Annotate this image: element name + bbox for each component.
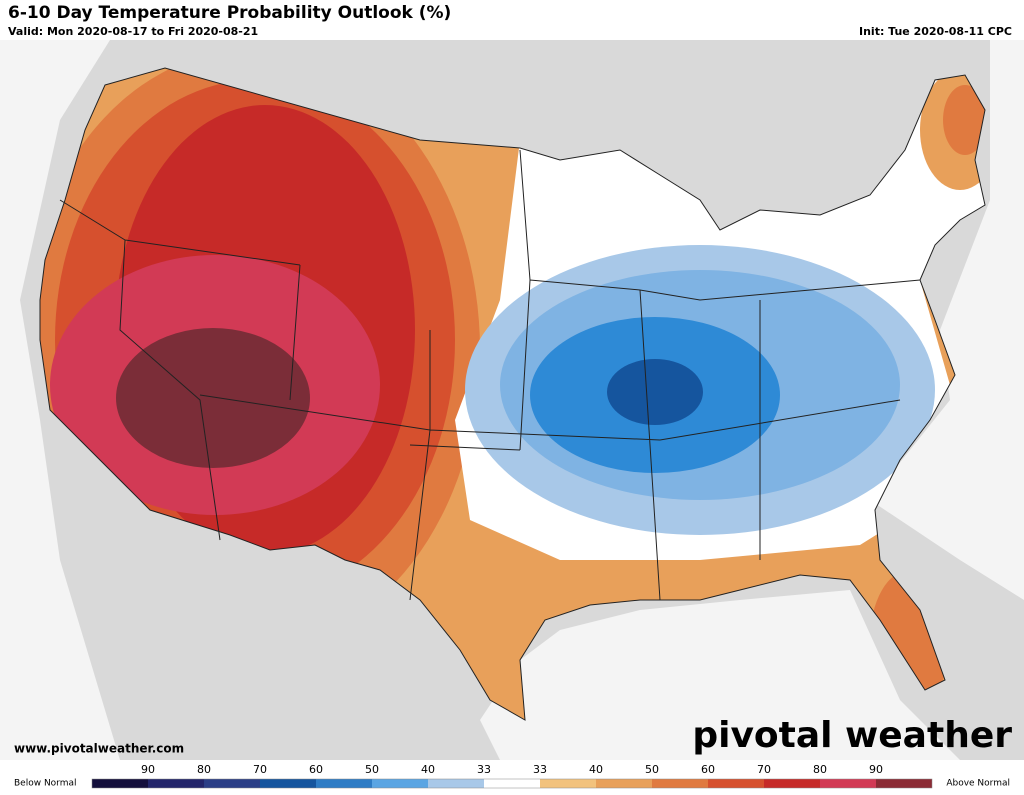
valid-time: Valid: Mon 2020-08-17 to Fri 2020-08-21 [8, 25, 258, 38]
init-time: Init: Tue 2020-08-11 CPC [859, 25, 1012, 38]
colorbar-segment [876, 779, 932, 788]
website: www.pivotalweather.com [14, 742, 184, 756]
colorbar-segment [372, 779, 428, 788]
colorbar-tick-label: 40 [589, 763, 603, 776]
colorbar-segment [148, 779, 204, 788]
band-90 [116, 328, 310, 468]
colorbar-tick-label: 33 [477, 763, 491, 776]
logo: pivotal weather [692, 715, 1012, 756]
pacific-ocean [0, 40, 120, 760]
colorbar-tick-label: 50 [365, 763, 379, 776]
state-borders [39, 67, 986, 721]
colorbar-tick-label: 40 [421, 763, 435, 776]
colorbar-tick-label: 70 [253, 763, 267, 776]
colorbar-segment [540, 779, 596, 788]
colorbar-segment [92, 779, 148, 788]
colorbar-segment [820, 779, 876, 788]
colorbar-tick-label: 50 [645, 763, 659, 776]
colorbar-segment [428, 779, 484, 788]
colorbar-tick-label: 80 [197, 763, 211, 776]
colorbar-tick-label: 90 [869, 763, 883, 776]
colorbar-tick-label: 90 [141, 763, 155, 776]
colorbar-tick-label: 60 [309, 763, 323, 776]
title: 6-10 Day Temperature Probability Outlook… [8, 3, 451, 23]
band-50-ne [943, 85, 985, 155]
legend: 90 80 70 60 50 40 33 33 40 50 60 70 80 90 Below Normal… [14, 763, 1010, 789]
colorbar-tick-label: 70 [757, 763, 771, 776]
band-b70 [607, 359, 703, 425]
colorbar-segment [260, 779, 316, 788]
colorbar-segment [204, 779, 260, 788]
colorbar-segment [764, 779, 820, 788]
colorbar-segment [596, 779, 652, 788]
colorbar-outline [91, 778, 933, 789]
colorbar-tick-label: 60 [701, 763, 715, 776]
colorbar-segment [652, 779, 708, 788]
outlook-map [40, 68, 985, 720]
gulf [480, 590, 960, 760]
colorbar-tick-label: 33 [533, 763, 547, 776]
above-normal-label: Above Normal [946, 779, 1010, 789]
colorbar-segment [316, 779, 372, 788]
atlantic-ocean [870, 40, 1024, 600]
colorbar-segment [484, 779, 540, 788]
colorbar-segment [708, 779, 764, 788]
below-normal-label: Below Normal [14, 779, 77, 789]
colorbar-tick-label: 80 [813, 763, 827, 776]
